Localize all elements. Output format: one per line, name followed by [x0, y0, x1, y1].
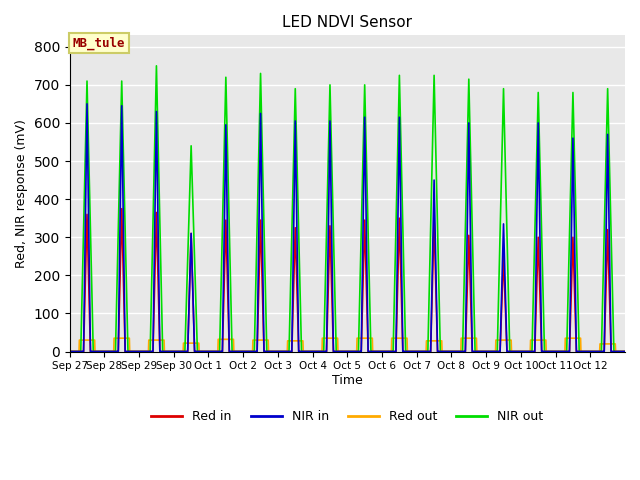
Red out	[369, 348, 376, 354]
NIR in	[260, 348, 268, 354]
Red out	[577, 348, 585, 354]
NIR in	[378, 348, 386, 354]
Red out	[66, 348, 74, 354]
Red out	[145, 337, 152, 343]
Y-axis label: Red, NIR response (mV): Red, NIR response (mV)	[15, 119, 28, 268]
Red in	[604, 227, 611, 232]
NIR out	[378, 348, 386, 354]
Line: Red in: Red in	[70, 209, 625, 351]
NIR out	[621, 348, 629, 354]
Red in	[500, 253, 508, 259]
Red in	[260, 348, 268, 354]
Text: MB_tule: MB_tule	[72, 36, 125, 50]
X-axis label: Time: Time	[332, 374, 363, 387]
Red out	[353, 348, 360, 354]
NIR in	[604, 132, 611, 137]
NIR out	[471, 348, 479, 354]
NIR out	[263, 348, 271, 354]
Red in	[378, 348, 386, 354]
Red out	[308, 348, 316, 354]
Red in	[468, 348, 476, 354]
Line: Red out: Red out	[70, 338, 625, 351]
NIR out	[447, 348, 455, 354]
Line: NIR out: NIR out	[70, 66, 625, 351]
Red out	[230, 348, 237, 354]
NIR in	[83, 101, 91, 107]
Red in	[621, 348, 629, 354]
Red out	[621, 348, 629, 354]
NIR in	[66, 348, 74, 354]
Title: LED NDVI Sensor: LED NDVI Sensor	[282, 15, 412, 30]
NIR out	[500, 86, 508, 92]
NIR out	[604, 86, 611, 92]
NIR in	[621, 348, 629, 354]
NIR out	[66, 348, 74, 354]
Red in	[118, 206, 125, 212]
Line: NIR in: NIR in	[70, 104, 625, 351]
Legend: Red in, NIR in, Red out, NIR out: Red in, NIR in, Red out, NIR out	[146, 405, 548, 428]
NIR in	[447, 348, 455, 354]
Red in	[447, 348, 455, 354]
NIR in	[468, 348, 476, 354]
Red out	[110, 336, 118, 341]
NIR out	[152, 63, 160, 69]
NIR in	[500, 221, 508, 227]
Red in	[66, 348, 74, 354]
